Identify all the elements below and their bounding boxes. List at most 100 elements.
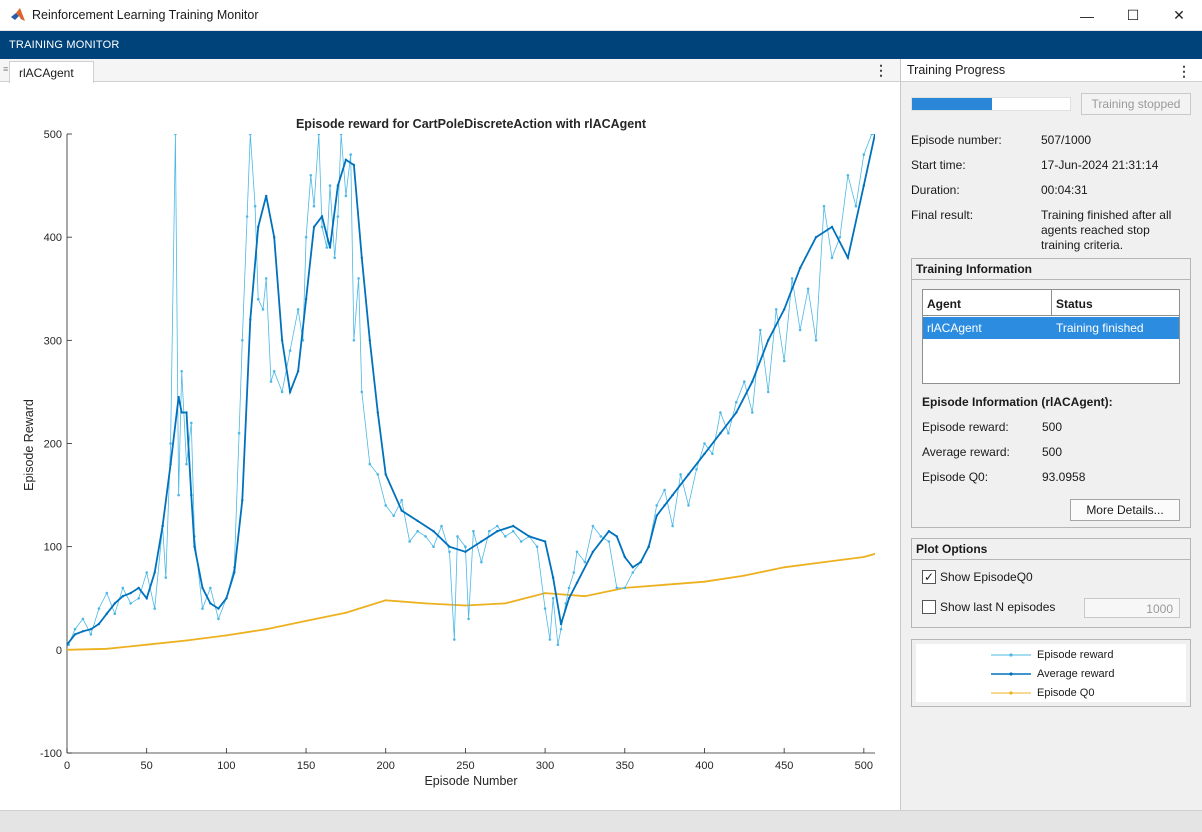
data-point bbox=[280, 339, 284, 342]
average-reward-value: 500 bbox=[1042, 445, 1063, 459]
data-point bbox=[161, 524, 164, 528]
data-point bbox=[647, 545, 650, 548]
data-point bbox=[384, 504, 388, 507]
last-n-episodes-input[interactable]: 1000 bbox=[1084, 598, 1180, 618]
data-point bbox=[305, 619, 308, 622]
close-button[interactable]: ✕ bbox=[1173, 7, 1185, 23]
data-point bbox=[249, 318, 252, 321]
x-tick-label: 400 bbox=[695, 760, 713, 772]
data-point bbox=[448, 550, 451, 554]
legend-entry[interactable]: Average reward bbox=[991, 668, 1114, 680]
data-point bbox=[400, 509, 403, 512]
data-point bbox=[719, 432, 722, 435]
data-point bbox=[333, 256, 337, 260]
tab-rlacagent[interactable]: rlACAgent bbox=[9, 61, 94, 83]
show-episodeq0-checkbox[interactable]: ✓ bbox=[922, 570, 936, 584]
panel-options-icon[interactable]: ⋮ bbox=[1177, 63, 1191, 79]
data-point bbox=[782, 359, 786, 363]
data-point bbox=[113, 612, 117, 615]
agent-column-header[interactable]: Agent bbox=[923, 290, 1052, 316]
data-point bbox=[548, 638, 552, 641]
more-details-button[interactable]: More Details... bbox=[1070, 499, 1180, 521]
data-point bbox=[823, 561, 825, 564]
data-point bbox=[67, 643, 69, 646]
data-point bbox=[328, 246, 332, 249]
data-point bbox=[261, 308, 265, 311]
grip-icon[interactable]: ≡ bbox=[3, 64, 9, 74]
status-column-header[interactable]: Status bbox=[1052, 290, 1179, 316]
data-point bbox=[511, 529, 515, 533]
data-point bbox=[862, 556, 865, 558]
data-point bbox=[241, 499, 244, 502]
average-reward-label: Average reward: bbox=[922, 445, 1010, 459]
x-tick-label: 100 bbox=[217, 760, 235, 772]
data-point bbox=[432, 545, 435, 548]
data-point bbox=[185, 639, 188, 642]
data-point bbox=[599, 535, 603, 538]
data-point bbox=[344, 158, 348, 161]
data-point bbox=[663, 583, 666, 586]
data-point bbox=[288, 349, 292, 352]
series-line bbox=[68, 134, 875, 645]
data-point bbox=[296, 308, 300, 311]
data-point bbox=[727, 431, 730, 435]
data-point bbox=[317, 134, 321, 136]
data-point bbox=[572, 571, 576, 574]
data-point bbox=[535, 545, 539, 548]
data-point bbox=[304, 235, 308, 239]
duration-value: 00:04:31 bbox=[1041, 183, 1088, 197]
final-result-label: Final result: bbox=[911, 208, 974, 222]
data-point bbox=[185, 411, 188, 414]
training-stopped-button[interactable]: Training stopped bbox=[1081, 93, 1191, 115]
more-options-icon[interactable]: ⋮ bbox=[874, 62, 888, 78]
data-point bbox=[169, 462, 172, 466]
data-point bbox=[237, 431, 241, 435]
data-point bbox=[67, 648, 68, 651]
data-point bbox=[774, 308, 778, 311]
minimize-button[interactable]: — bbox=[1080, 7, 1094, 24]
data-point bbox=[655, 514, 658, 517]
data-point bbox=[288, 390, 292, 394]
data-point bbox=[504, 602, 507, 605]
data-point bbox=[328, 184, 332, 187]
data-point bbox=[663, 488, 666, 492]
agent-cell: rlACAgent bbox=[927, 321, 982, 335]
data-point bbox=[687, 504, 690, 507]
training-information-title: Training Information bbox=[912, 259, 1190, 280]
data-point bbox=[113, 602, 117, 605]
data-point bbox=[368, 339, 371, 342]
data-point bbox=[822, 204, 826, 208]
data-point bbox=[743, 380, 746, 383]
table-row[interactable]: rlACAgent Training finished bbox=[923, 317, 1179, 339]
data-point bbox=[575, 550, 579, 554]
legend-entry[interactable]: Episode Q0 bbox=[991, 687, 1094, 699]
data-point bbox=[631, 571, 635, 574]
data-point bbox=[121, 595, 125, 598]
data-point bbox=[607, 540, 611, 543]
data-point bbox=[193, 545, 196, 548]
data-point bbox=[607, 530, 611, 533]
training-progress-bar bbox=[911, 97, 1071, 111]
legend-entry[interactable]: Episode reward bbox=[991, 649, 1113, 661]
y-tick-label: 500 bbox=[44, 129, 62, 141]
data-point bbox=[153, 607, 156, 610]
data-point bbox=[344, 194, 348, 198]
episode-reward-chart: 0 50 100 150 200 250 300 350 400 450 500-100010020… bbox=[22, 117, 875, 788]
data-point bbox=[320, 215, 324, 218]
show-last-n-checkbox[interactable] bbox=[922, 600, 936, 614]
data-point bbox=[309, 174, 313, 177]
tab-training-monitor[interactable]: TRAINING MONITOR bbox=[9, 39, 120, 51]
x-tick-label: 450 bbox=[775, 760, 793, 772]
data-point bbox=[711, 452, 714, 456]
data-point bbox=[137, 586, 140, 590]
show-last-n-label: Show last N episodes bbox=[940, 600, 1056, 614]
final-result-value: Training finished after all agents reach… bbox=[1041, 208, 1172, 252]
legend-swatch-icon bbox=[991, 691, 1031, 695]
data-point bbox=[105, 647, 108, 650]
x-tick-label: 0 bbox=[64, 760, 70, 772]
maximize-button[interactable]: ☐ bbox=[1126, 7, 1140, 23]
data-point bbox=[137, 597, 140, 600]
data-point bbox=[145, 571, 148, 574]
data-point bbox=[464, 550, 467, 553]
data-point bbox=[703, 452, 706, 455]
